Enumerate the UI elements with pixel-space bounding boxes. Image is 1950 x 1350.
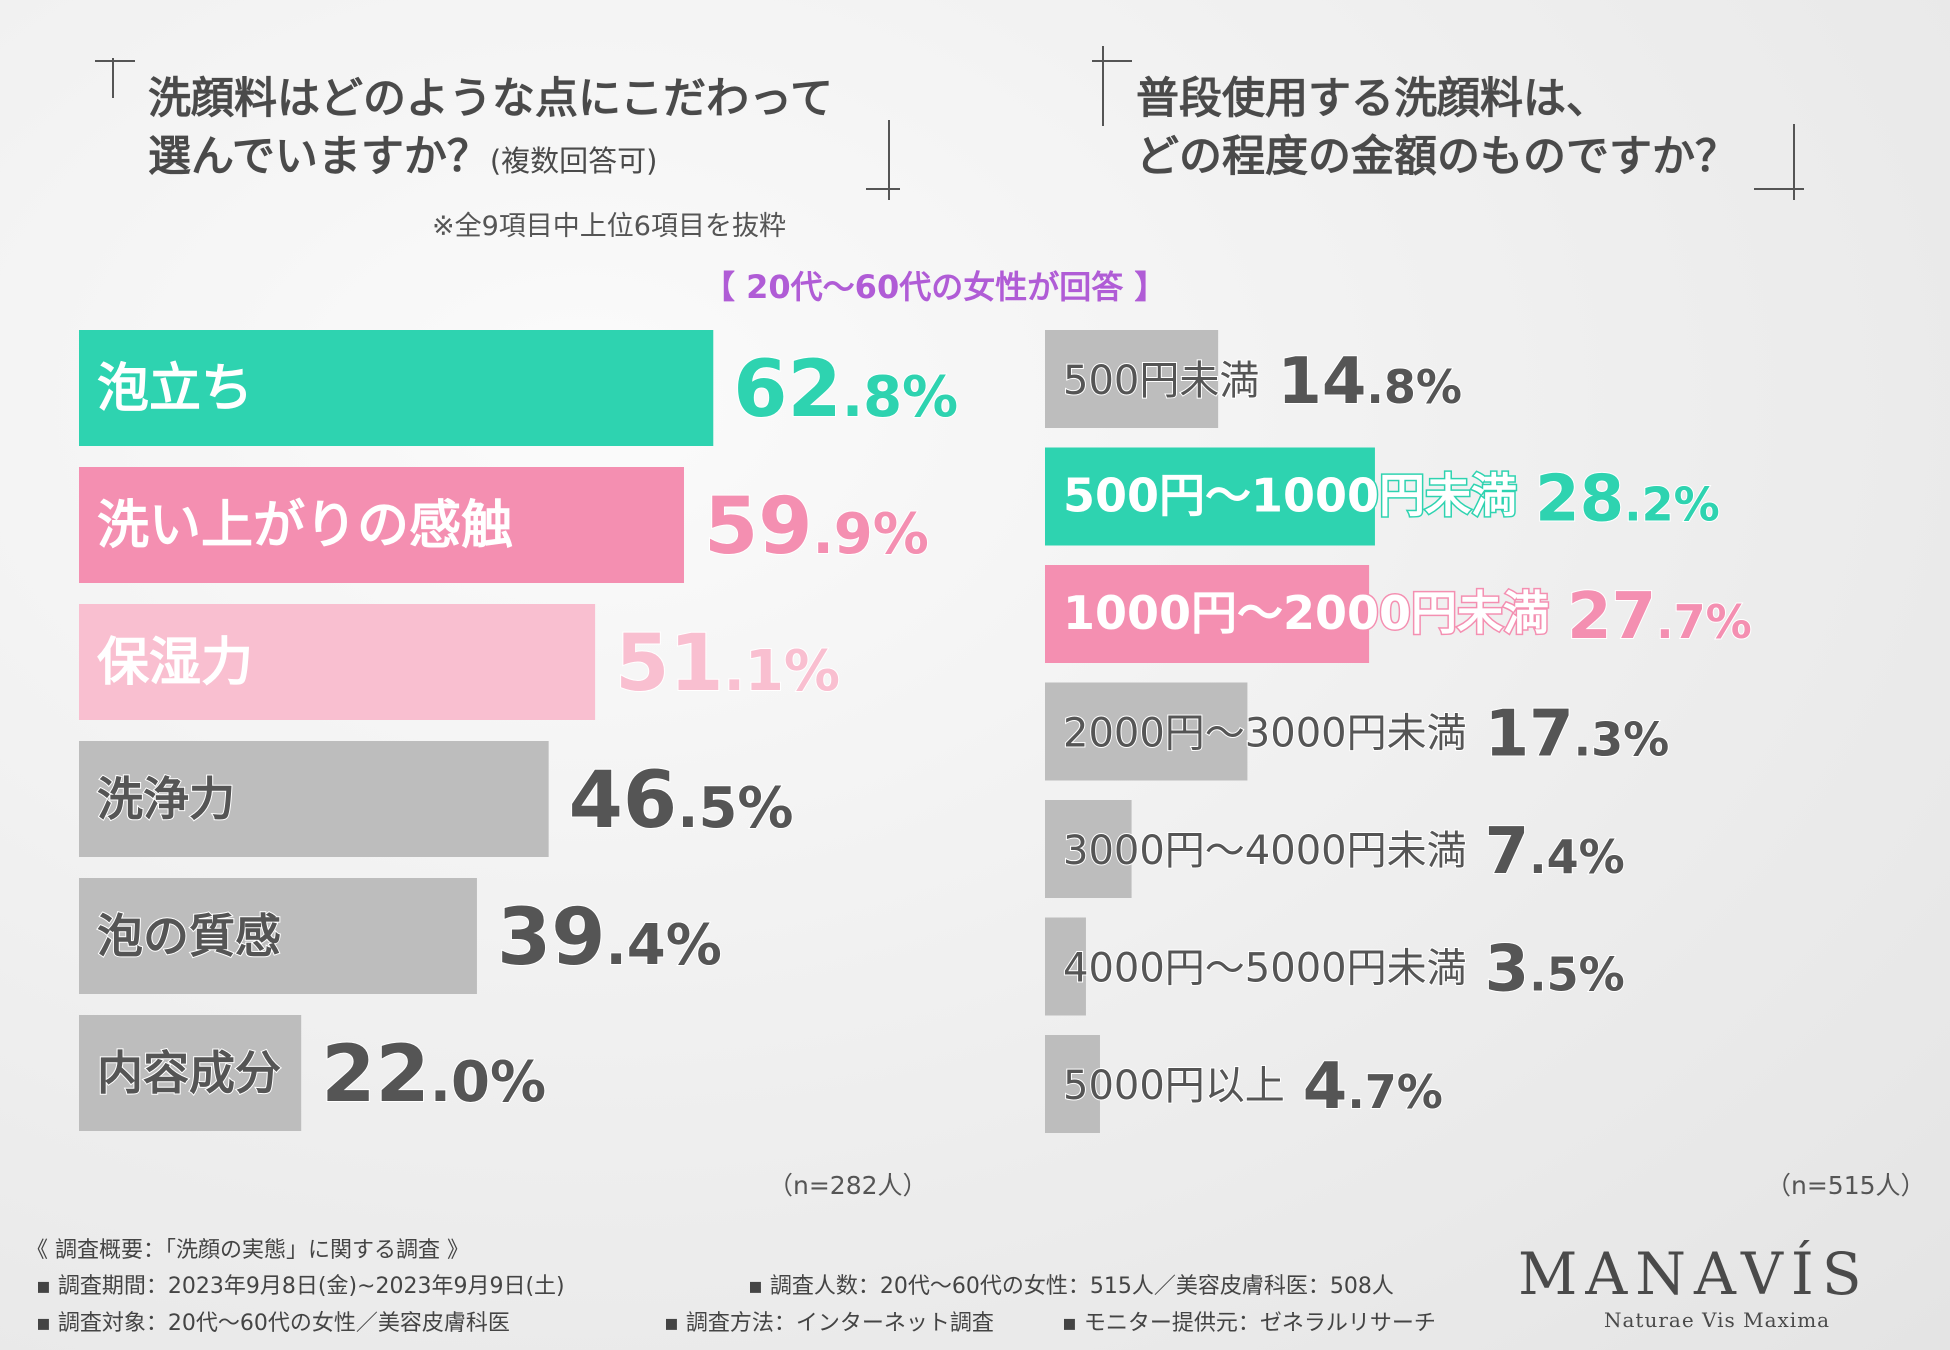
left-bar-4 <box>79 741 549 857</box>
left-bar-2 <box>79 467 684 583</box>
survey-period: ▪ 調査期間：2023年9月8日(金)~2023年9月9日(土) <box>36 1274 565 1299</box>
title-corner-top-left <box>1092 60 1132 62</box>
left-bar-5-value-label: 39.4% <box>497 893 722 983</box>
chart-subtitle: 【 20代〜60代の女性が回答 】 <box>703 268 1167 306</box>
manavis-logo: MANAVÍS <box>1518 1240 1870 1308</box>
survey-method: ▪ 調査方法：インターネット調査 <box>664 1311 994 1336</box>
left-bar-label-1: 泡立ち <box>97 359 253 419</box>
left-bar-4-value-label: 46.5% <box>569 756 794 846</box>
right-bar-1 <box>1045 330 1219 428</box>
left-bar-6 <box>79 1015 302 1131</box>
left-bar-label-6: 内容成分 <box>97 1046 281 1100</box>
right-bar-label-7: 5000円以上 <box>1063 1063 1285 1109</box>
title-corner-bottom-right <box>866 188 900 190</box>
title-corner-top-left <box>95 60 135 62</box>
right-bar-6-value-label: 3.5% <box>1485 933 1625 1007</box>
left-bar-label-2: 洗い上がりの感触 <box>97 496 513 556</box>
left-bar-1-value-label: 62.8% <box>733 345 958 435</box>
right-bar-label-3: 1000円〜2000円未満 <box>1063 586 1549 640</box>
title-corner-bottom-right <box>1754 188 1804 190</box>
right-bar-5-value-label: 7.4% <box>1485 815 1625 889</box>
right-bar-4-value-label: 17.3% <box>1485 698 1670 772</box>
left-title-note: ※全9項目中上位6項目を抜粋 <box>432 211 786 242</box>
left-question-title: 洗顔料はどのような点にこだわって 選んでいますか？(複数回答可) <box>148 70 833 190</box>
left-title-line2: 選んでいますか？ <box>148 132 490 182</box>
left-bar-6-value-label: 22.0% <box>321 1030 546 1120</box>
left-title-multi-answer: (複数回答可) <box>489 144 658 178</box>
left-bar-2-value-label: 59.9% <box>704 482 929 572</box>
title-corner-top-left <box>112 58 114 98</box>
right-bar-label-5: 3000円〜4000円未満 <box>1063 828 1467 874</box>
right-bar-5 <box>1045 800 1132 898</box>
right-bar-label-2: 500円〜1000円未満 <box>1063 469 1517 523</box>
right-bar-7 <box>1045 1035 1100 1133</box>
left-bar-5 <box>79 878 477 994</box>
left-bar-label-5: 泡の質感 <box>97 909 281 963</box>
right-bar-2-value-label: 28.2% <box>1535 463 1720 537</box>
right-bar-7-value-label: 4.7% <box>1303 1050 1443 1124</box>
left-bar-3-value-label: 51.1% <box>615 619 840 709</box>
survey-provider: ▪ モニター提供元：ゼネラルリサーチ <box>1062 1311 1436 1336</box>
right-title-line1: 普段使用する洗顔料は、 <box>1136 74 1609 124</box>
logo-tagline: Naturae Vis Maxima <box>1604 1308 1831 1332</box>
survey-target: ▪ 調査対象：20代〜60代の女性／美容皮膚科医 <box>36 1311 510 1336</box>
right-question-title: 普段使用する洗顔料は、 どの程度の金額のものですか？ <box>1136 70 1738 186</box>
left-bar-label-3: 保湿力 <box>97 633 253 693</box>
left-bar-1 <box>79 330 714 446</box>
right-bar-3 <box>1045 565 1370 663</box>
survey-count: ▪ 調査人数：20代〜60代の女性：515人／美容皮膚科医：508人 <box>748 1274 1394 1299</box>
survey-heading: 《 調査概要：「洗顔の実態」に関する調査 》 <box>26 1238 469 1263</box>
right-bar-label-6: 4000円〜5000円未満 <box>1063 946 1467 992</box>
left-bar-3 <box>79 604 596 720</box>
left-bar-label-4: 洗浄力 <box>97 772 235 826</box>
right-bar-1-value-label: 14.8% <box>1277 345 1462 419</box>
left-title-line1: 洗顔料はどのような点にこだわって <box>148 74 833 124</box>
right-sample-size: （n=515人） <box>1766 1171 1926 1200</box>
right-title-line2: どの程度の金額のものですか？ <box>1136 132 1738 182</box>
right-bar-2 <box>1045 447 1375 546</box>
left-sample-size: （n=282人） <box>768 1171 928 1200</box>
title-corner-bottom-right <box>1793 124 1795 200</box>
title-corner-bottom-right <box>888 120 890 200</box>
title-corner-top-left <box>1102 46 1104 126</box>
right-bar-3-value-label: 27.7% <box>1567 580 1752 654</box>
right-bar-4 <box>1045 682 1248 781</box>
right-bar-label-4: 2000円〜3000円未満 <box>1063 711 1467 757</box>
right-bar-label-1: 500円未満 <box>1063 358 1259 404</box>
right-bar-6 <box>1045 917 1086 1016</box>
